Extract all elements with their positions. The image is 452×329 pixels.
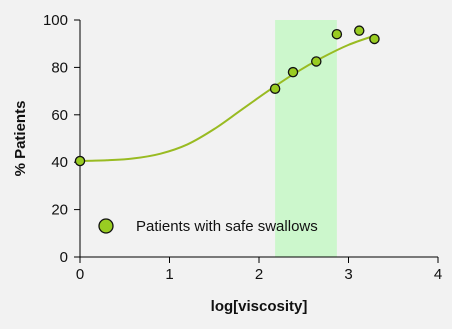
x-axis-title: log[viscosity]	[211, 298, 308, 315]
highlight-band	[275, 20, 337, 257]
data-point	[369, 33, 380, 45]
legend: Patients with safe swallows	[98, 218, 318, 235]
y-tick-label: 60	[51, 107, 68, 124]
fit-curve	[79, 34, 376, 163]
y-tick-label: 40	[51, 154, 68, 171]
x-tick-label: 2	[255, 266, 263, 283]
data-point	[331, 28, 343, 40]
y-tick-label: 0	[60, 249, 68, 266]
data-point	[311, 56, 322, 67]
legend-label: Patients with safe swallows	[136, 218, 318, 235]
y-tick-label: 100	[43, 12, 68, 29]
y-tick-label: 20	[51, 202, 68, 219]
data-point	[74, 155, 86, 167]
data-point	[287, 66, 299, 78]
data-point	[269, 83, 281, 94]
y-tick-label: 80	[51, 59, 68, 76]
x-tick-label: 3	[344, 266, 352, 283]
x-tick-label: 0	[76, 266, 84, 283]
data-point	[353, 25, 365, 36]
x-tick-label: 1	[165, 266, 173, 283]
legend-marker	[98, 218, 114, 234]
y-axis-title: % Patients	[12, 101, 29, 177]
x-tick-label: 4	[434, 266, 442, 283]
